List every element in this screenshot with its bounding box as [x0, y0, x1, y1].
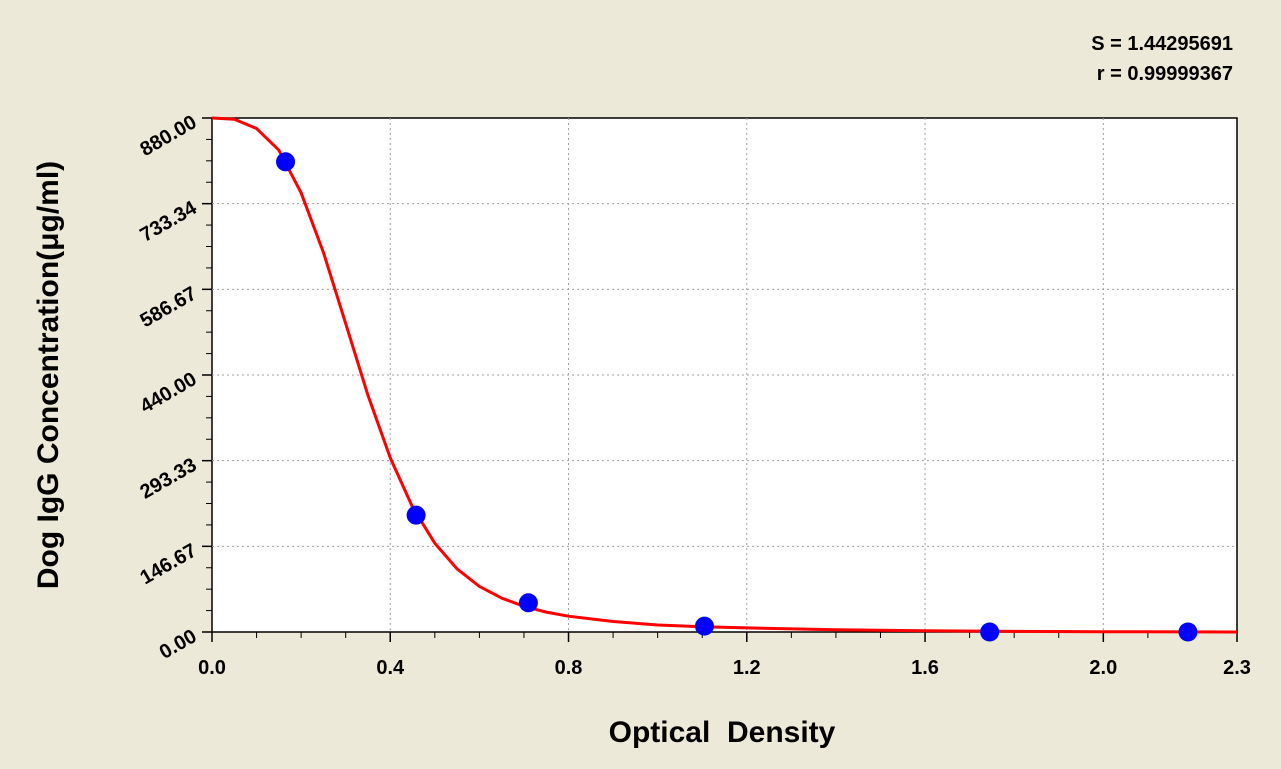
data-point — [406, 505, 426, 525]
s-value-label: S = 1.44295691 — [1091, 33, 1233, 55]
x-tick-label: 0.8 — [555, 657, 583, 679]
x-tick-label: 0.0 — [198, 657, 226, 679]
y-axis-ticks: 0.00 146.67 293.33 440.00 586.67 733.34 880.00 — [137, 111, 212, 664]
x-tick-label: 0.4 — [376, 657, 405, 679]
x-tick-label: 1.6 — [911, 657, 939, 679]
r-value-label: r = 0.99999367 — [1097, 63, 1233, 85]
x-axis-ticks: 0.0 0.4 0.8 1.2 1.6 2.0 2.3 — [198, 632, 1251, 679]
x-tick-label: 2.3 — [1223, 657, 1251, 679]
y-tick-label: 146.67 — [137, 540, 201, 590]
data-point — [276, 152, 296, 172]
data-point — [518, 593, 538, 613]
data-point — [694, 616, 714, 636]
x-axis-title: Optical Density — [609, 716, 836, 749]
y-tick-label: 0.00 — [156, 625, 201, 664]
y-tick-label: 440.00 — [137, 368, 201, 418]
grid-lines — [212, 118, 1237, 632]
x-tick-label: 1.2 — [733, 657, 761, 679]
data-points — [276, 152, 1198, 642]
y-tick-label: 293.33 — [137, 454, 201, 504]
y-tick-label: 733.34 — [137, 197, 202, 247]
y-tick-label: 880.00 — [137, 111, 201, 161]
fit-curve — [211, 116, 1238, 634]
x-tick-label: 2.0 — [1089, 657, 1117, 679]
y-axis-title: Dog IgG Concentration(μg/ml) — [32, 161, 65, 589]
data-point — [1178, 622, 1198, 642]
data-point — [980, 622, 1000, 642]
y-tick-label: 586.67 — [137, 283, 201, 333]
